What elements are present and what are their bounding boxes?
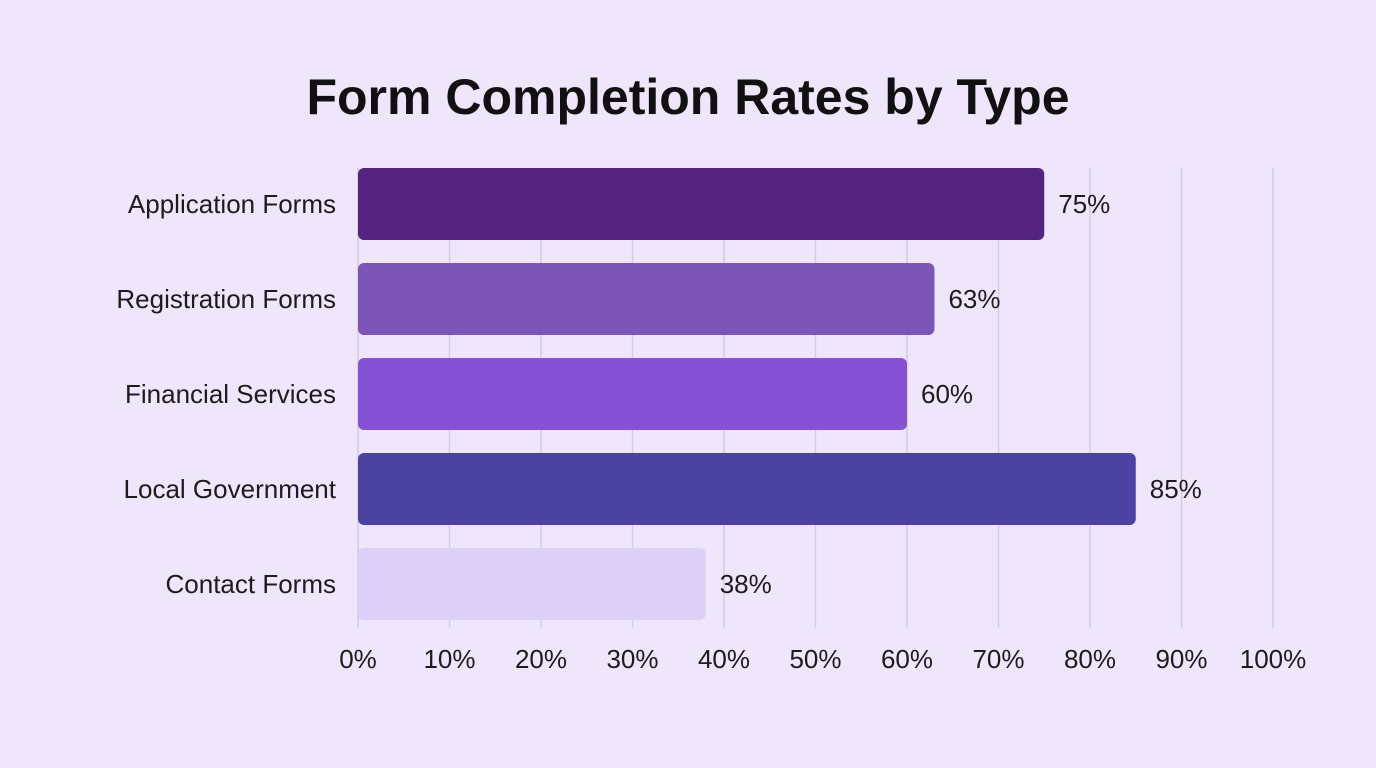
value-label: 38% [720, 569, 772, 599]
value-label: 75% [1058, 189, 1110, 219]
x-tick-label: 90% [1155, 644, 1207, 674]
chart-title: Form Completion Rates by Type [306, 69, 1069, 125]
bar [358, 168, 1045, 240]
x-tick-label: 80% [1064, 644, 1116, 674]
category-label: Registration Forms [116, 284, 336, 314]
x-tick-label: 60% [881, 644, 933, 674]
x-tick-label: 100% [1240, 644, 1307, 674]
bar [358, 453, 1136, 525]
category-label: Contact Forms [166, 569, 337, 599]
x-tick-label: 70% [972, 644, 1024, 674]
category-label: Financial Services [125, 379, 336, 409]
bar [358, 548, 706, 620]
category-label: Local Government [124, 474, 337, 504]
bar [358, 263, 935, 335]
value-label: 63% [948, 284, 1000, 314]
x-tick-label: 10% [423, 644, 475, 674]
x-tick-label: 50% [789, 644, 841, 674]
category-label: Application Forms [128, 189, 336, 219]
x-tick-label: 0% [339, 644, 377, 674]
value-label: 60% [921, 379, 973, 409]
x-tick-label: 30% [606, 644, 658, 674]
category-labels: Application Forms Registration Forms Finan… [116, 189, 336, 599]
bar [358, 358, 907, 430]
value-labels: 75% 63% 60% 85% 38% [720, 189, 1202, 599]
x-tick-label: 40% [698, 644, 750, 674]
x-axis-ticks: 0% 10% 20% 30% 40% 50% 60% 70% 80% 90% 100% [339, 644, 1306, 674]
x-tick-label: 20% [515, 644, 567, 674]
value-label: 85% [1150, 474, 1202, 504]
bars [358, 168, 1136, 620]
